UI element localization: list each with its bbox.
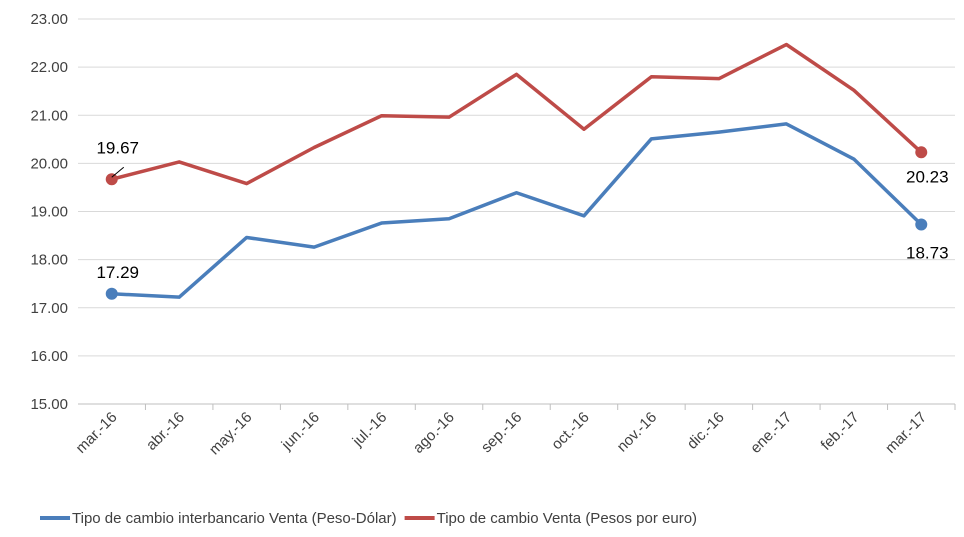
data-label: 20.23 (906, 167, 949, 186)
x-tick-label: ene.-17 (747, 409, 795, 457)
x-tick-label: abr.-16 (143, 409, 188, 454)
x-tick-label: ago.-16 (410, 409, 458, 457)
series-line (111, 42, 923, 186)
y-tick-label: 19.00 (30, 204, 68, 221)
legend-label: Tipo de cambio interbancario Venta (Peso… (72, 510, 397, 527)
x-tick-label: may.-16 (206, 409, 256, 459)
y-tick-label: 20.00 (30, 155, 68, 172)
x-tick-label: dic.-16 (684, 409, 728, 453)
y-tick-label: 17.00 (30, 300, 68, 317)
series-line (111, 122, 923, 299)
data-point (105, 287, 118, 300)
x-tick-label: feb.-17 (818, 409, 863, 454)
x-tick-label: jun.-16 (278, 409, 323, 454)
x-tick-label: sep.-16 (478, 409, 525, 456)
legend-label: Tipo de cambio Venta (Pesos por euro) (437, 510, 697, 527)
data-point (915, 146, 928, 159)
x-tick-label: mar.-17 (882, 409, 930, 457)
y-tick-label: 21.00 (30, 107, 68, 124)
leader-line (111, 166, 125, 178)
data-label: 17.29 (96, 263, 139, 282)
x-tick-label: nov.-16 (614, 409, 661, 456)
x-tick-label: mar.-16 (73, 409, 121, 457)
y-tick-label: 23.00 (30, 11, 68, 28)
x-tick-label: oct.-16 (548, 409, 592, 453)
data-point (105, 173, 118, 186)
y-tick-label: 15.00 (30, 396, 68, 413)
data-label: 18.73 (906, 243, 949, 262)
y-tick-label: 16.00 (30, 348, 68, 365)
y-tick-label: 22.00 (30, 59, 68, 76)
data-label: 19.67 (96, 138, 139, 157)
y-tick-label: 18.00 (30, 252, 68, 269)
data-point (915, 218, 928, 231)
x-tick-label: jul.-16 (349, 409, 391, 451)
